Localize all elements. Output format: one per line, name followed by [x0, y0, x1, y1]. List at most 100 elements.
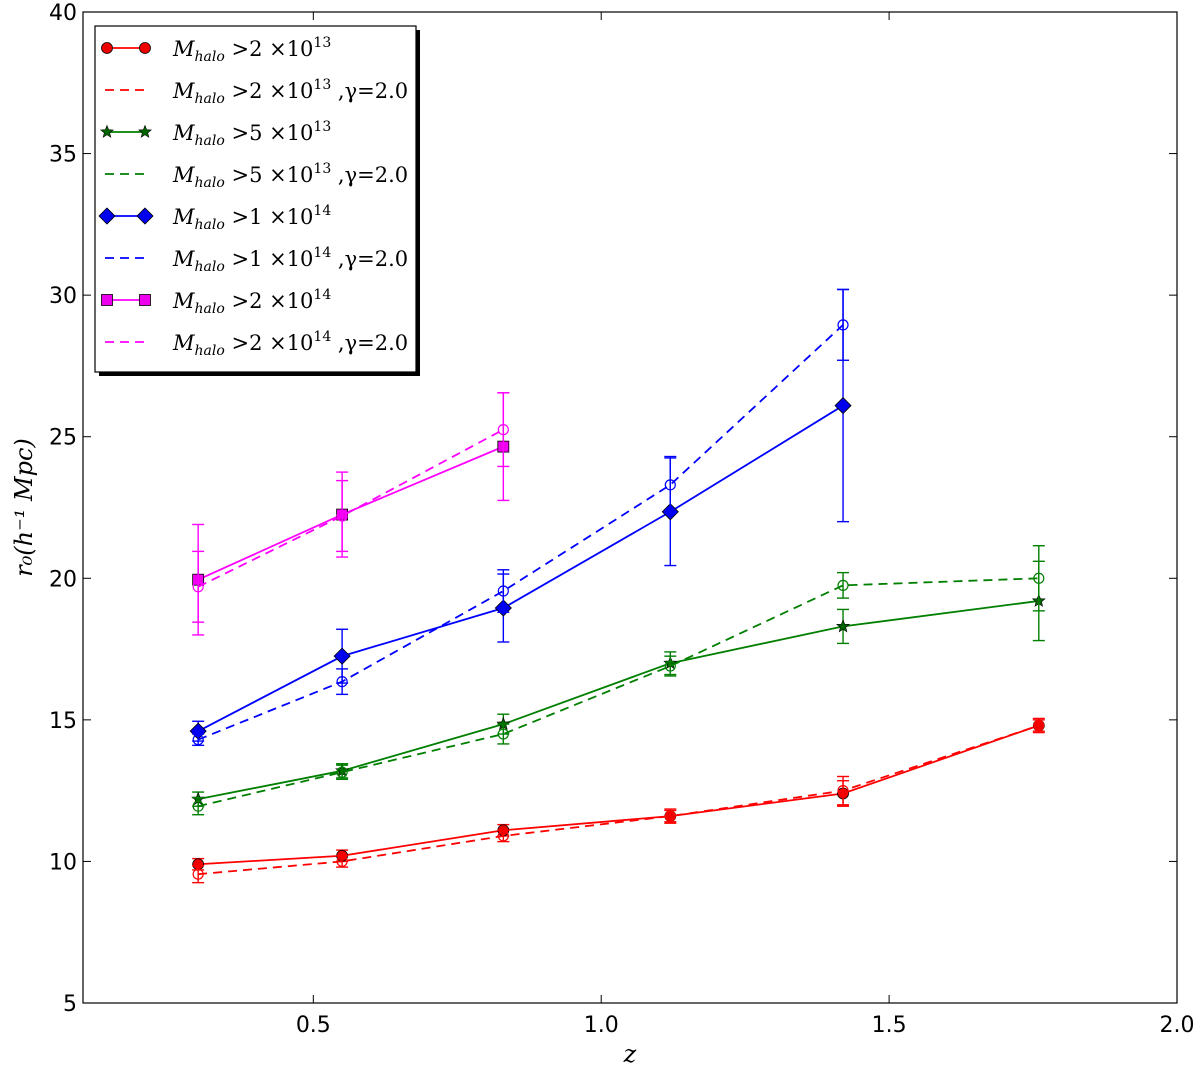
- legend-label-subscript: halo: [195, 343, 225, 359]
- legend-label-gamma: ,γ=2.0: [331, 163, 408, 187]
- series-5: [192, 288, 850, 747]
- legend-label-exponent: 13: [313, 119, 331, 135]
- y-tick-label: 20: [49, 567, 77, 592]
- series-line: [197, 600, 1039, 801]
- legend-entry-6: Mhalo >2 ×1014: [101, 287, 331, 317]
- data-point: [497, 424, 509, 436]
- series-1: [192, 719, 1045, 884]
- legend-label-value: >5 ×10: [225, 163, 314, 187]
- legend-entry-3: Mhalo >5 ×1013 ,γ=2.0: [105, 161, 408, 191]
- legend-label: Mhalo >2 ×1013 ,γ=2.0: [172, 77, 408, 107]
- legend-label-value: >2 ×10: [225, 331, 314, 355]
- data-point: [837, 579, 849, 591]
- plot-frame: [82, 11, 1178, 1004]
- data-layer: [189, 288, 1046, 884]
- x-axis-label: z: [623, 1040, 637, 1068]
- data-point: [192, 868, 204, 880]
- legend-label: Mhalo >2 ×1013: [172, 35, 331, 65]
- legend-label: Mhalo >5 ×1013: [172, 119, 331, 149]
- legend-label-main: M: [172, 247, 195, 271]
- data-point: [333, 647, 351, 665]
- legend-marker: [98, 207, 116, 225]
- data-point: [1033, 572, 1045, 584]
- legend-label-main: M: [172, 79, 195, 103]
- series-6: [192, 392, 510, 636]
- y-tick-label: 25: [49, 426, 77, 451]
- series-line: [197, 577, 1039, 808]
- legend-label-main: M: [172, 37, 195, 61]
- legend-label-value: >1 ×10: [225, 247, 314, 271]
- y-axis-label: r₀(h⁻¹ Mpc): [10, 438, 38, 577]
- legend-label-value: >2 ×10: [225, 79, 314, 103]
- series-3: [192, 545, 1045, 816]
- legend-label-value: >5 ×10: [225, 121, 314, 145]
- y-tick-label: 15: [49, 709, 77, 734]
- data-point: [192, 800, 204, 812]
- legend-label-main: M: [172, 331, 195, 355]
- data-point: [1033, 719, 1045, 732]
- legend-marker: [101, 294, 113, 306]
- legend-label-gamma: ,γ=2.0: [331, 247, 408, 271]
- legend-label-main: M: [172, 289, 195, 313]
- legend-label-main: M: [172, 121, 195, 145]
- legend-entry-1: Mhalo >2 ×1013 ,γ=2.0: [105, 77, 408, 107]
- data-point: [836, 619, 851, 633]
- legend-label-exponent: 13: [313, 77, 331, 93]
- data-point: [192, 581, 204, 593]
- legend-label-subscript: halo: [195, 217, 225, 233]
- y-tick-label: 10: [49, 850, 77, 875]
- legend-label-subscript: halo: [195, 49, 225, 65]
- legend-label-value: >2 ×10: [225, 37, 314, 61]
- x-tick-label: 1.0: [584, 1013, 619, 1038]
- legend-label-exponent: 14: [313, 329, 331, 345]
- legend-label: Mhalo >1 ×1014: [172, 203, 331, 233]
- y-tick-label: 5: [63, 992, 77, 1017]
- x-tick-label: 1.5: [872, 1013, 907, 1038]
- legend-box: [94, 25, 417, 373]
- series-line: [197, 428, 504, 588]
- legend-label: Mhalo >2 ×1014: [172, 287, 331, 317]
- data-point: [664, 660, 676, 672]
- legend-label-value: >2 ×10: [225, 289, 314, 313]
- x-tick-label: 2.0: [1160, 1013, 1195, 1038]
- legend-label-subscript: halo: [195, 133, 225, 149]
- legend-entry-7: Mhalo >2 ×1014 ,γ=2.0: [105, 329, 408, 359]
- series-line: [198, 724, 1040, 866]
- legend-label-gamma: ,γ=2.0: [331, 331, 408, 355]
- data-point: [497, 728, 509, 740]
- legend-marker: [139, 294, 151, 306]
- data-point: [837, 319, 849, 331]
- data-point: [336, 766, 348, 778]
- series-7: [192, 392, 510, 623]
- legend-label-main: M: [172, 205, 195, 229]
- legend-label-exponent: 14: [313, 287, 331, 303]
- axes-layer: 0.5 1.0 1.5 2.0 5 10 15 20 25 30 35 40 z r₀(h⁻¹ Mpc): [10, 1, 1195, 1068]
- legend-entry-4: Mhalo >1 ×1014: [98, 203, 331, 233]
- data-point: [664, 479, 676, 491]
- x-tick-label: 0.5: [296, 1013, 331, 1038]
- legend-label-exponent: 13: [313, 35, 331, 51]
- legend-label: Mhalo >1 ×1014 ,γ=2.0: [172, 245, 408, 275]
- legend-label-subscript: halo: [195, 259, 225, 275]
- legend-marker: [100, 124, 114, 138]
- legend-label-gamma: ,γ=2.0: [331, 79, 408, 103]
- legend-label-main: M: [172, 163, 195, 187]
- data-point: [497, 585, 509, 597]
- legend-entry-2: Mhalo >5 ×1013: [100, 119, 331, 149]
- data-point: [336, 510, 348, 522]
- legend-label-subscript: halo: [195, 91, 225, 107]
- legend-label-value: >1 ×10: [225, 205, 314, 229]
- legend-label-subscript: halo: [195, 175, 225, 191]
- data-point: [664, 810, 676, 822]
- data-point: [834, 397, 852, 415]
- data-point: [497, 830, 509, 842]
- legend-entry-0: Mhalo >2 ×1013: [101, 35, 331, 65]
- data-point: [336, 855, 348, 868]
- data-point: [192, 734, 204, 746]
- legend-marker: [139, 42, 151, 54]
- legend-marker: [136, 207, 154, 225]
- legend-label: Mhalo >5 ×1013 ,γ=2.0: [172, 161, 408, 191]
- series-line: [197, 324, 844, 741]
